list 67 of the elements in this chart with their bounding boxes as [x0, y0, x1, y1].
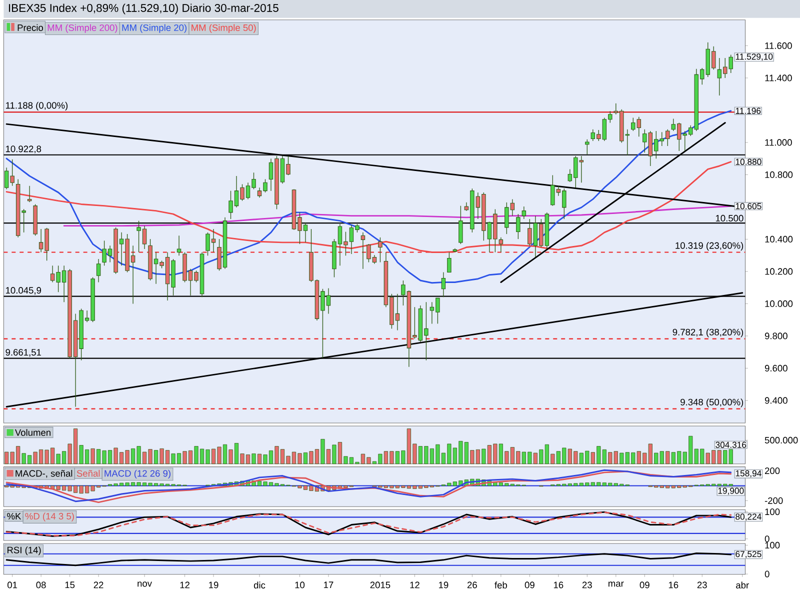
ref-line-label: 10.045,9 [6, 286, 42, 295]
x-tick-label: 16 [554, 582, 564, 588]
y-tick-label: 100 [765, 508, 780, 515]
text: 11.529,10 [736, 53, 773, 61]
data-label: 10.605 [736, 202, 762, 210]
x-tick-label: 26 [467, 582, 477, 588]
legend-label: Precio [18, 24, 43, 31]
ref-line-label: 9.348 (50,00%) [680, 398, 744, 408]
x-tick-label: 19 [209, 582, 218, 588]
text: MM (Simple 20) [122, 24, 187, 33]
data-label: 80,224 [736, 513, 762, 521]
y-tick-label: 11.600 [765, 42, 792, 49]
x-tick-label: 09 [524, 582, 534, 588]
y-tick-label: 10.800 [765, 171, 793, 178]
y-tick-label: 9.800 [764, 332, 788, 340]
x-tick-label: 23 [582, 582, 592, 588]
y-tick-label: 11.000 [765, 139, 792, 146]
data-label: 10.880 [736, 158, 762, 165]
y-tick-label: 10.000 [765, 300, 793, 307]
x-tick-label: abr [736, 582, 749, 588]
x-tick-label: 09 [640, 582, 650, 588]
y-tick-label: 0 [764, 570, 770, 578]
y-tick-label: -200 [764, 497, 783, 504]
y-tick-label: 11.400 [765, 74, 792, 82]
data-label: 11.196 [736, 108, 761, 114]
ref-line-label: 10.319 (23,60%) [676, 242, 744, 251]
x-tick-label: mar [608, 582, 624, 587]
x-tick-label: nov [138, 582, 152, 587]
y-tick-label: 9.400 [764, 397, 788, 404]
x-tick-label: 23 [697, 582, 707, 588]
x-tick-label: feb [494, 582, 507, 588]
x-tick-label: 15 [65, 582, 75, 588]
y-tick-label: 0 [764, 535, 770, 542]
ref-line-label: 9.782,1 (38,20%) [672, 328, 744, 338]
x-tick-label: 19 [438, 582, 448, 588]
data-label: 19,900 [718, 488, 744, 495]
legend-label: Volumen [14, 428, 50, 436]
ref-line-label: 9.661,51 [6, 348, 41, 357]
text: MM (Simple 50) [192, 24, 256, 33]
x-tick-label: 17 [324, 582, 334, 588]
legend-label: MACD-, señal [16, 470, 72, 478]
y-tick-label: 200 [764, 467, 780, 474]
chart-title: IBEX35 Index +0,89% (11.529,10) Diario 30-mar-2015 [8, 4, 278, 14]
series-label: RSI (14) [8, 546, 41, 556]
data-label: 304.316 [716, 442, 746, 448]
y-tick-label: 10.400 [765, 236, 793, 242]
text: MM (Simple 200) [48, 24, 118, 33]
series-label: MACD (12 26 9) [104, 470, 170, 478]
x-tick-label: 22 [94, 582, 104, 588]
ref-line-label: 10.500 [716, 214, 744, 222]
x-tick-label: 01 [8, 582, 18, 588]
x-tick-label: 10 [295, 582, 305, 588]
ref-line-label: 10.922,8 [6, 146, 42, 154]
data-label: 67,525 [736, 550, 762, 558]
y-tick-label: 500.000 [764, 436, 798, 444]
series-label: %K [7, 512, 22, 520]
x-tick-label: 08 [36, 582, 46, 588]
y-tick-label: 100 [765, 542, 780, 548]
data-label: 158,94 [736, 470, 762, 478]
y-tick-label: 9.600 [764, 364, 788, 372]
ref-line-label: 11.188 (0,00%) [6, 102, 68, 110]
x-tick-label: 2015 [370, 582, 390, 588]
x-tick-label: 12 [410, 582, 420, 588]
x-tick-label: 16 [668, 582, 678, 588]
x-tick-label: 12 [180, 582, 190, 588]
y-tick-label: 10.200 [765, 268, 793, 275]
x-tick-label: dic [254, 582, 266, 588]
